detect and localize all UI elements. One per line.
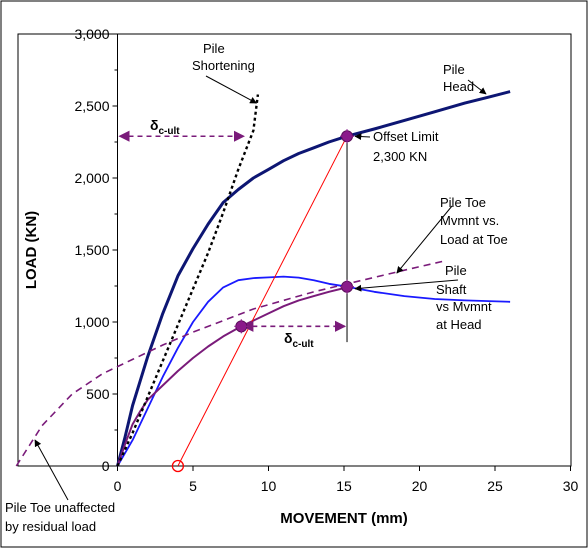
annotation-pile-shortening-line2: Shortening: [192, 58, 255, 73]
annotation-toe-unaffected-line2: by residual load: [5, 519, 96, 534]
x-tick-label: 15: [336, 478, 352, 494]
annotation-pile-shaft-line3: vs Mvmnt: [436, 299, 492, 314]
y-axis-title: LOAD (KN): [23, 211, 40, 289]
annotation-offset-limit-line2: 2,300 KN: [373, 149, 427, 164]
annotation-pointers: [34, 75, 487, 501]
annotation-pile-toe-line1: Pile Toe: [440, 195, 486, 210]
annotation-pointer: [34, 439, 69, 501]
y-tick-label: 2,500: [74, 98, 109, 114]
annotation-pile-toe-line3: Load at Toe: [440, 232, 508, 247]
series-line-pile-head: [116, 90, 511, 467]
delta-upper-subscript: c-ult: [159, 126, 181, 137]
x-tick-label: 5: [189, 478, 197, 494]
x-tick-label: 0: [114, 478, 122, 494]
y-tick-label: 1,500: [74, 242, 109, 258]
delta-label-lower: δc-ult: [284, 330, 314, 350]
y-tick-label: 2,000: [74, 170, 109, 186]
delta-label-upper: δc-ult: [150, 117, 180, 137]
axes: 0 500 1,000 1,500 2,000 2,500 3,000 0 5 10 15 20 25 3…: [18, 26, 578, 494]
delta-lower-symbol: δ: [284, 330, 293, 346]
y-tick-label: 500: [86, 386, 110, 402]
annotation-pile-shaft-line4: at Head: [436, 317, 482, 332]
offset-origin-marker: [171, 459, 185, 473]
annotation-pointer: [354, 279, 459, 292]
delta-upper-symbol: δ: [150, 117, 159, 133]
series-line-offset-line: [177, 135, 348, 467]
delta-lower-subscript: c-ult: [293, 339, 315, 350]
annotation-pointer: [396, 205, 453, 274]
x-tick-label: 10: [261, 478, 277, 494]
y-tick-label: 1,000: [74, 314, 109, 330]
annotation-pointer: [354, 133, 371, 141]
series-line-pile-toe-head: [116, 286, 348, 467]
annotation-pile-head-line1: Pile: [443, 62, 465, 77]
annotation-pile-toe-line2: Mvmnt vs.: [440, 213, 499, 228]
annotation-pointer: [205, 75, 258, 104]
x-tick-label: 20: [412, 478, 428, 494]
x-tick-label: 25: [487, 478, 503, 494]
x-tick-label: 30: [563, 478, 579, 494]
y-tick-label: 0: [102, 458, 110, 474]
x-axis-title: MOVEMENT (mm): [280, 510, 408, 527]
annotation-offset-limit-line1: Offset Limit: [373, 129, 439, 144]
annotation-pile-shaft-line2: Shaft: [436, 282, 467, 297]
annotation-toe-unaffected-line1: Pile Toe unaffected: [5, 500, 115, 515]
series-layer: [15, 90, 511, 467]
series-line-shortening-dotted: [116, 94, 260, 467]
annotation-pile-shortening-line1: Pile: [203, 41, 225, 56]
annotation-pile-shaft-line1: Pile: [445, 263, 467, 278]
annotation-pile-head-line2: Head: [443, 79, 474, 94]
marker-layer: [171, 129, 355, 473]
series-line-pile-shaft: [116, 275, 511, 467]
y-tick-label: 3,000: [74, 26, 109, 42]
annotation-pointer: [467, 79, 487, 95]
